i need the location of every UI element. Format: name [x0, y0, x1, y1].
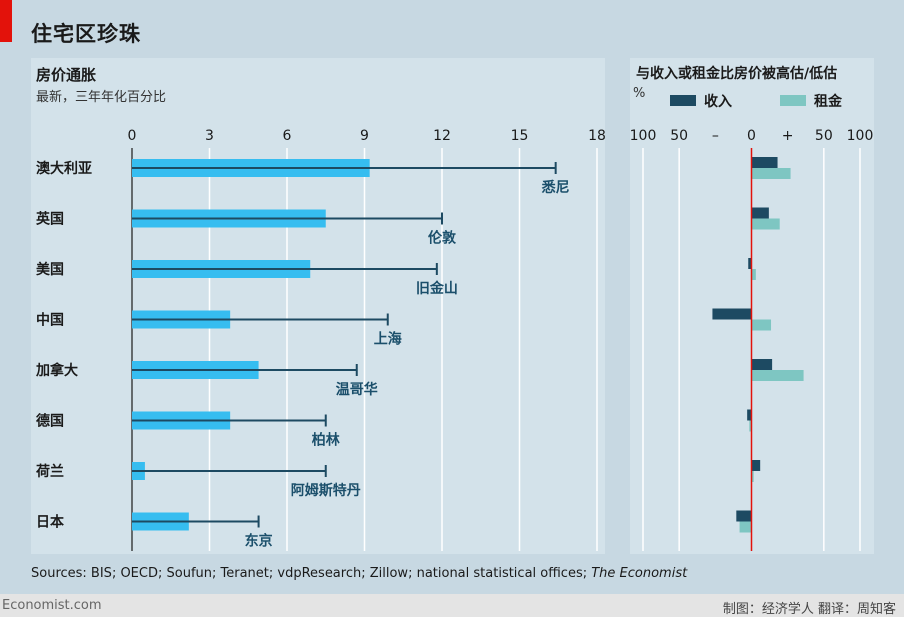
right-tick-label: 50	[670, 128, 688, 144]
brand-red-tab	[0, 0, 12, 42]
legend-swatch-rent	[780, 95, 806, 106]
left-tick-label: 9	[360, 128, 369, 144]
city-label: 上海	[374, 331, 402, 348]
income-bar	[736, 510, 752, 522]
left-chart-subtitle: 最新，三年年化百分比	[36, 90, 167, 105]
right-tick-label: 100	[847, 128, 874, 144]
income-bar	[751, 157, 778, 168]
rent-bar	[739, 521, 752, 533]
rent-bar	[751, 370, 804, 381]
city-label: 伦敦	[428, 230, 457, 247]
rent-bar	[751, 269, 756, 280]
sources-note: Sources: BIS; OECD; Soufun; Teranet; vdp…	[31, 566, 687, 581]
city-label: 东京	[245, 533, 273, 550]
right-tick-label: +	[782, 128, 794, 144]
left-tick-label: 15	[511, 128, 529, 144]
city-label: 温哥华	[336, 381, 378, 398]
left-category-label: 荷兰	[35, 463, 64, 480]
income-bar	[747, 409, 752, 421]
rent-bar	[751, 218, 780, 230]
left-category-label: 加拿大	[35, 362, 78, 379]
rent-bar	[751, 471, 754, 482]
rent-bar	[751, 168, 791, 179]
income-bar	[751, 207, 769, 219]
footer-bar	[0, 594, 904, 617]
left-chart-title: 房价通胀	[36, 66, 97, 84]
left-category-label: 英国	[35, 211, 64, 228]
city-label: 柏林	[312, 432, 340, 449]
legend-label-income: 收入	[704, 94, 732, 110]
legend-label-rent: 租金	[814, 94, 842, 110]
left-category-label: 日本	[36, 514, 65, 531]
income-bar	[748, 258, 752, 269]
legend-swatch-income	[670, 95, 696, 106]
left-category-label: 中国	[36, 312, 64, 329]
rent-bar	[751, 319, 772, 331]
right-tick-label: 0	[747, 128, 756, 144]
income-bar	[751, 460, 761, 471]
left-tick-label: 0	[128, 128, 137, 144]
rent-bar	[749, 420, 752, 432]
city-label: 阿姆斯特丹	[291, 482, 361, 499]
left-tick-label: 18	[588, 128, 606, 144]
left-tick-label: 12	[433, 128, 451, 144]
left-category-label: 澳大利亚	[36, 160, 92, 177]
brand-text: Economist.com	[2, 598, 102, 613]
income-bar	[751, 359, 773, 370]
right-chart-unit: %	[633, 86, 646, 101]
city-label: 悉尼	[541, 179, 570, 196]
right-tick-label: 100	[630, 128, 657, 144]
right-chart-title: 与收入或租金比房价被高估/低估	[636, 66, 838, 82]
right-tick-label: –	[712, 128, 719, 144]
left-tick-label: 3	[205, 128, 214, 144]
income-bar	[712, 308, 752, 320]
sources-text: Sources: BIS; OECD; Soufun; Teranet; vdp…	[31, 566, 592, 581]
credit-text: 制图：经济学人 翻译：周知客	[722, 602, 896, 617]
left-category-label: 美国	[36, 261, 64, 278]
left-category-label: 德国	[36, 413, 64, 430]
page-title: 住宅区珍珠	[31, 22, 141, 46]
right-tick-label: 50	[815, 128, 833, 144]
sources-italic: The Economist	[591, 566, 688, 581]
city-label: 旧金山	[416, 280, 458, 297]
left-tick-label: 6	[283, 128, 292, 144]
